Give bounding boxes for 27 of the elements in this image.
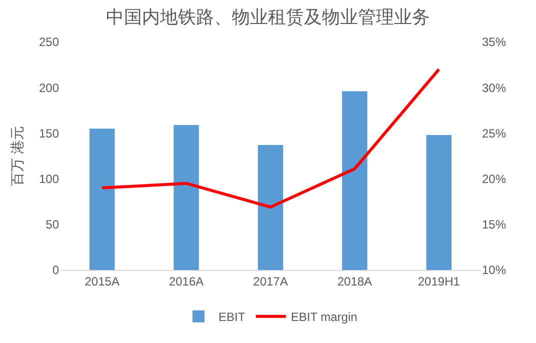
x-tick-label: 2019H1 — [418, 274, 460, 288]
legend-label: EBIT margin — [290, 310, 358, 324]
line-series — [100, 68, 440, 209]
chart-title: 中国内地铁路、物业租赁及物业管理业务 — [106, 6, 430, 27]
x-tick-label: 2017A — [253, 274, 288, 288]
y-tick-label: 100 — [38, 172, 60, 186]
bar — [342, 91, 368, 270]
bar — [426, 135, 452, 270]
y2-tick-label: 15% — [482, 218, 506, 232]
y-tick-label: 50 — [46, 218, 60, 232]
y-tick-label: 250 — [38, 35, 60, 50]
x-tick-label: 2016A — [168, 274, 204, 288]
y-tick-label: 0 — [52, 263, 60, 278]
bar — [174, 124, 199, 270]
x-tick-label: 2015A — [84, 274, 120, 288]
y2-tick-label: 25% — [482, 126, 506, 140]
y2-tick-label: 30% — [482, 80, 506, 95]
bar — [258, 145, 284, 270]
y-tick-label: 150 — [38, 126, 60, 140]
y2-tick-label: 35% — [482, 35, 506, 50]
bar — [89, 128, 115, 270]
x-tick-label: 2018A — [337, 274, 372, 288]
y-tick-label: 200 — [38, 80, 60, 95]
y2-tick-label: 10% — [482, 263, 506, 278]
legend-label: EBIT — [218, 310, 246, 324]
y-axis-title: 百万 港元 — [9, 126, 25, 186]
y2-tick-label: 20% — [482, 172, 506, 186]
